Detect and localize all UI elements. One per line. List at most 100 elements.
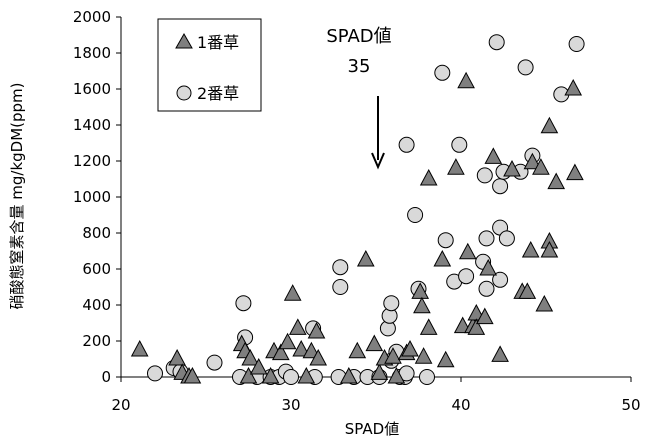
y-tick-label: 1400 bbox=[73, 116, 111, 134]
point-series1 bbox=[413, 296, 431, 314]
point-series1 bbox=[532, 158, 550, 175]
point-series1 bbox=[419, 318, 438, 335]
point-series2 bbox=[332, 279, 349, 295]
point-series2 bbox=[498, 230, 515, 247]
x-tick-label: 30 bbox=[281, 396, 300, 414]
point-series1 bbox=[168, 348, 186, 366]
point-series2 bbox=[206, 354, 223, 371]
point-series1 bbox=[414, 347, 433, 364]
point-series2 bbox=[458, 268, 475, 285]
point-series2 bbox=[235, 295, 252, 312]
point-series1 bbox=[239, 366, 258, 384]
y-tick-label: 0 bbox=[101, 368, 111, 386]
point-series1 bbox=[183, 366, 202, 384]
y-tick-label: 800 bbox=[82, 224, 111, 242]
x-axis-title: SPAD値 bbox=[345, 420, 399, 438]
point-series1 bbox=[491, 345, 509, 362]
point-series1 bbox=[564, 78, 583, 96]
y-tick-label: 2000 bbox=[73, 8, 111, 26]
y-tick-label: 1600 bbox=[73, 80, 111, 98]
point-series1 bbox=[356, 249, 375, 267]
point-series1 bbox=[540, 116, 559, 134]
point-series2 bbox=[383, 295, 400, 312]
point-series1 bbox=[261, 366, 280, 384]
y-axis-ticks: 0 200 400 600 800 1000 1200 1400 1600 1800 2000 bbox=[73, 8, 121, 386]
legend-box bbox=[157, 18, 262, 112]
x-tick-label: 40 bbox=[451, 396, 470, 414]
point-series2 bbox=[492, 271, 509, 288]
point-series2 bbox=[478, 280, 495, 297]
legend: 1番草 2番草 bbox=[157, 18, 262, 112]
point-series1 bbox=[292, 339, 311, 357]
point-series2 bbox=[492, 178, 509, 195]
point-series1 bbox=[339, 366, 358, 384]
point-series1 bbox=[457, 71, 475, 89]
point-series1 bbox=[484, 147, 503, 164]
point-series1 bbox=[249, 357, 268, 375]
annotation-label: SPAD値 bbox=[326, 26, 391, 47]
point-series1 bbox=[419, 168, 438, 186]
point-series2 bbox=[434, 64, 451, 81]
point-series1 bbox=[523, 152, 542, 170]
point-series1 bbox=[309, 348, 328, 366]
point-series1 bbox=[297, 366, 316, 384]
point-series1 bbox=[271, 343, 290, 361]
point-series1 bbox=[411, 282, 430, 299]
y-tick-label: 1000 bbox=[73, 188, 111, 206]
legend-marker-series2 bbox=[176, 85, 192, 101]
point-series1 bbox=[521, 240, 540, 258]
y-tick-label: 600 bbox=[82, 260, 111, 278]
point-series1 bbox=[479, 258, 498, 276]
legend-label-series1: 1番草 bbox=[197, 33, 239, 52]
data-points bbox=[130, 34, 585, 385]
point-series2 bbox=[407, 207, 424, 223]
point-series1 bbox=[458, 242, 477, 260]
point-series1 bbox=[535, 294, 554, 312]
point-series2 bbox=[476, 167, 493, 184]
x-tick-label: 20 bbox=[111, 396, 130, 414]
point-series1 bbox=[503, 159, 521, 177]
point-series1 bbox=[365, 334, 384, 352]
point-series1 bbox=[387, 366, 406, 384]
point-series2 bbox=[398, 136, 415, 153]
x-axis-ticks: 20 30 40 50 bbox=[111, 377, 641, 414]
point-series1 bbox=[384, 347, 402, 364]
point-series2 bbox=[437, 232, 454, 249]
y-tick-label: 200 bbox=[82, 332, 111, 350]
y-tick-label: 400 bbox=[82, 296, 111, 314]
point-series1 bbox=[348, 341, 367, 359]
point-series1 bbox=[467, 318, 486, 335]
y-axis-title: 硝酸態窒素含量 mg/kgDM(ppm) bbox=[8, 82, 26, 309]
point-series1 bbox=[436, 350, 455, 368]
arrow-head bbox=[371, 152, 385, 170]
point-series2 bbox=[283, 369, 299, 385]
point-series2 bbox=[517, 59, 534, 76]
point-series1 bbox=[307, 321, 326, 339]
point-series2 bbox=[478, 230, 495, 247]
point-series1 bbox=[566, 163, 584, 181]
y-tick-label: 1200 bbox=[73, 152, 111, 170]
point-series1 bbox=[370, 363, 389, 380]
spad-annotation: SPAD値 35 bbox=[326, 26, 392, 170]
point-series1 bbox=[401, 339, 419, 357]
point-series1 bbox=[288, 318, 307, 335]
point-series1 bbox=[130, 339, 149, 357]
point-series1 bbox=[433, 249, 452, 267]
point-series2 bbox=[332, 259, 349, 276]
point-series1 bbox=[547, 172, 566, 190]
point-series2 bbox=[147, 365, 163, 382]
point-series1 bbox=[540, 240, 559, 258]
annotation-value: 35 bbox=[348, 56, 371, 77]
point-series1 bbox=[283, 284, 302, 301]
point-series1 bbox=[447, 158, 465, 175]
point-series2 bbox=[451, 136, 468, 153]
point-series1 bbox=[278, 332, 297, 350]
point-series1 bbox=[518, 282, 537, 299]
point-series2 bbox=[568, 36, 585, 52]
x-tick-label: 50 bbox=[621, 396, 640, 414]
legend-label-series2: 2番草 bbox=[197, 84, 239, 103]
legend-marker-series1 bbox=[175, 32, 193, 49]
point-series1 bbox=[241, 348, 260, 366]
y-tick-label: 1800 bbox=[73, 44, 111, 62]
